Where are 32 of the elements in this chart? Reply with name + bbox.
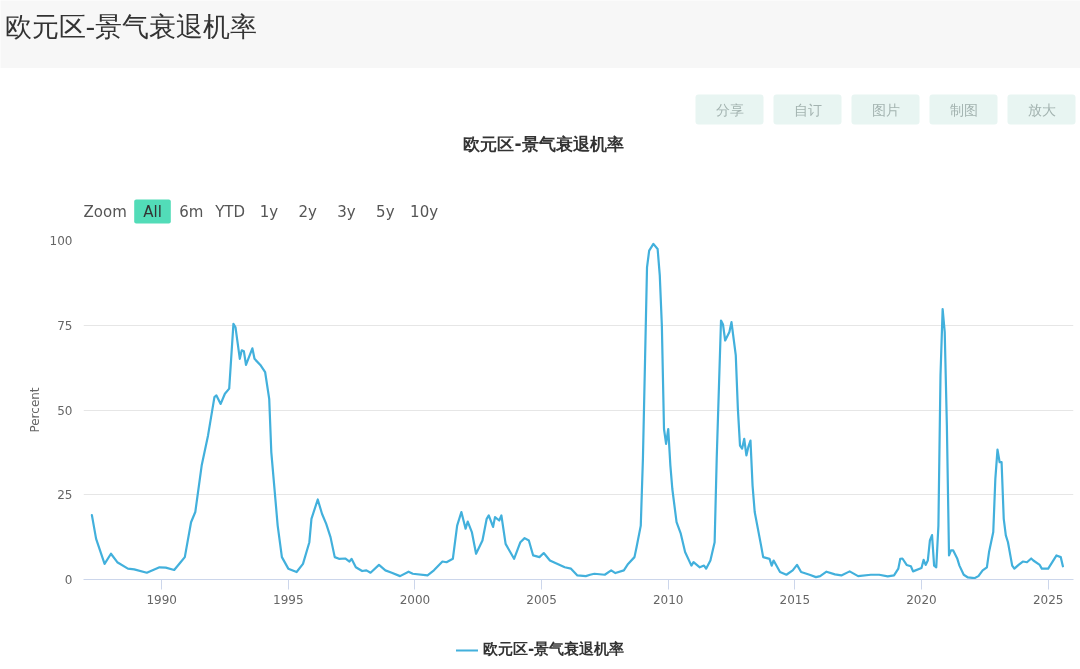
text: 分享 [715, 101, 744, 118]
text: 1y [259, 202, 279, 221]
y-tick-label: 100 [49, 234, 73, 248]
text: 6m [179, 202, 204, 221]
x-tick-label: 1995 [273, 592, 304, 607]
x-tick-label: 2010 [652, 592, 684, 607]
x-tick-label: 2020 [906, 592, 937, 607]
text: 5y [376, 202, 395, 221]
text: 放大 [1027, 101, 1056, 118]
text: All [143, 202, 162, 221]
x-tick-label: 2015 [779, 592, 811, 607]
text: YTD [214, 202, 246, 221]
text: Zoom [83, 202, 127, 221]
x-tick-label: 2000 [399, 592, 431, 607]
text: 3y [337, 202, 356, 221]
chart-title: 欧元区-景气衰退机率 [4, 11, 258, 42]
y-tick-label: 0 [64, 573, 73, 587]
text: 制图 [949, 101, 978, 118]
text: 图片 [871, 101, 900, 118]
text: 10y [410, 202, 439, 221]
y-axis-title: Percent [27, 387, 42, 433]
y-tick-label: 50 [57, 403, 73, 418]
y-tick-label: 25 [57, 488, 73, 503]
line-series [90, 242, 1064, 580]
x-tick-label: 2025 [1032, 592, 1064, 607]
text: 自订 [793, 101, 822, 118]
text: 2y [298, 202, 318, 221]
chart-subtitle: 欧元区-景气衰退机率 [463, 133, 624, 154]
legend-label: 欧元区-景气衰退机率 [482, 640, 625, 659]
x-tick-label: 1990 [146, 592, 177, 607]
x-tick-label: 2005 [526, 592, 557, 607]
y-tick-label: 75 [57, 318, 73, 333]
